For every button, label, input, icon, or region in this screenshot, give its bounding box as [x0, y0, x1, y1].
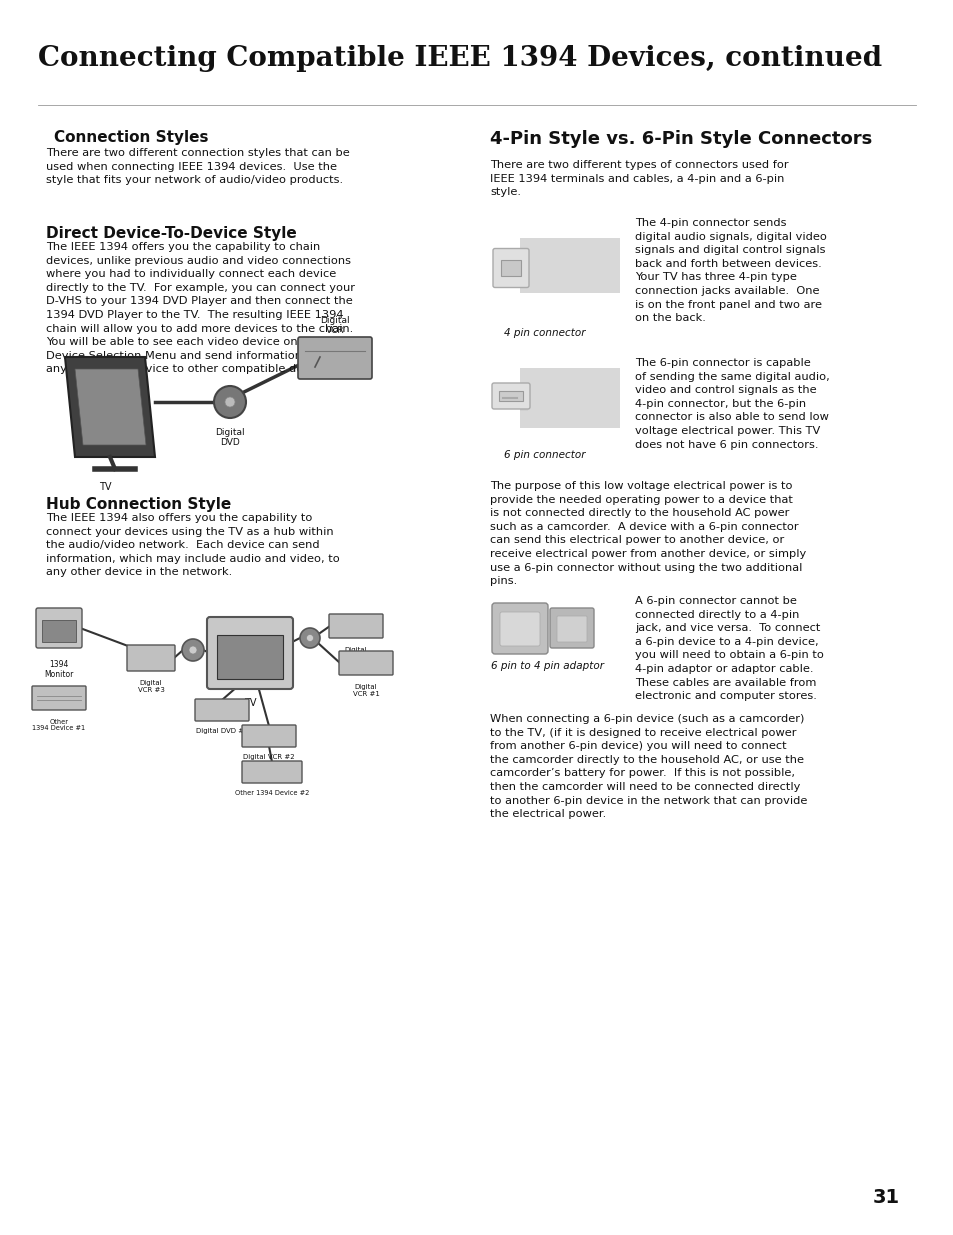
- Text: A 6-pin connector cannot be
connected directly to a 4-pin
jack, and vice versa. : A 6-pin connector cannot be connected di…: [635, 597, 823, 701]
- FancyBboxPatch shape: [242, 761, 302, 783]
- Text: There are two different connection styles that can be
used when connecting IEEE : There are two different connection style…: [46, 148, 350, 185]
- FancyBboxPatch shape: [557, 616, 586, 642]
- Text: Other
1394 Device #1: Other 1394 Device #1: [32, 719, 86, 731]
- Text: Hub Connection Style: Hub Connection Style: [46, 496, 231, 513]
- Text: Other 1394 Device #2: Other 1394 Device #2: [234, 790, 309, 797]
- Polygon shape: [519, 393, 527, 411]
- Text: Digital
DVD #1: Digital DVD #1: [342, 647, 370, 659]
- Circle shape: [225, 396, 234, 408]
- Polygon shape: [519, 368, 619, 429]
- Circle shape: [213, 387, 246, 417]
- FancyBboxPatch shape: [127, 645, 174, 671]
- Text: Digital
DVD: Digital DVD: [215, 429, 245, 447]
- FancyBboxPatch shape: [207, 618, 293, 689]
- FancyBboxPatch shape: [194, 699, 249, 721]
- Text: The purpose of this low voltage electrical power is to
provide the needed operat: The purpose of this low voltage electric…: [490, 480, 805, 587]
- Circle shape: [182, 638, 204, 661]
- Polygon shape: [65, 357, 154, 457]
- Text: 1394
Monitor: 1394 Monitor: [44, 659, 73, 679]
- Text: Digital DVD #2: Digital DVD #2: [195, 727, 248, 734]
- Polygon shape: [519, 238, 619, 293]
- FancyBboxPatch shape: [499, 613, 539, 646]
- FancyBboxPatch shape: [492, 603, 547, 655]
- Text: Digital
VCR: Digital VCR: [320, 316, 350, 335]
- Circle shape: [299, 629, 319, 648]
- Text: 6 pin connector: 6 pin connector: [504, 450, 585, 459]
- Text: The IEEE 1394 offers you the capability to chain
devices, unlike previous audio : The IEEE 1394 offers you the capability …: [46, 242, 355, 374]
- Text: Direct Device-To-Device Style: Direct Device-To-Device Style: [46, 226, 296, 241]
- Text: The 6-pin connector is capable
of sending the same digital audio,
video and cont: The 6-pin connector is capable of sendin…: [635, 358, 829, 450]
- Text: Digital
VCR #3: Digital VCR #3: [137, 680, 164, 693]
- Polygon shape: [75, 369, 146, 445]
- FancyBboxPatch shape: [36, 608, 82, 648]
- Text: 31: 31: [872, 1188, 899, 1207]
- FancyBboxPatch shape: [500, 261, 520, 275]
- Text: Connecting Compatible IEEE 1394 Devices, continued: Connecting Compatible IEEE 1394 Devices,…: [38, 44, 882, 72]
- Text: Digital
VCR #1: Digital VCR #1: [353, 684, 379, 697]
- Circle shape: [189, 646, 196, 655]
- FancyBboxPatch shape: [242, 725, 295, 747]
- FancyBboxPatch shape: [550, 608, 594, 648]
- FancyBboxPatch shape: [329, 614, 382, 638]
- Text: Connection Styles: Connection Styles: [54, 130, 209, 144]
- Text: TV: TV: [99, 482, 112, 492]
- Text: 6 pin to 4 pin adaptor: 6 pin to 4 pin adaptor: [491, 661, 603, 671]
- Circle shape: [306, 635, 314, 641]
- Text: Digital VCR #2: Digital VCR #2: [243, 755, 294, 760]
- Text: There are two different types of connectors used for
IEEE 1394 terminals and cab: There are two different types of connect…: [490, 161, 788, 198]
- Polygon shape: [519, 266, 526, 287]
- FancyBboxPatch shape: [216, 635, 283, 679]
- Text: 4-Pin Style vs. 6-Pin Style Connectors: 4-Pin Style vs. 6-Pin Style Connectors: [490, 130, 871, 148]
- FancyBboxPatch shape: [32, 685, 86, 710]
- FancyBboxPatch shape: [493, 248, 529, 288]
- Text: The 4-pin connector sends
digital audio signals, digital video
signals and digit: The 4-pin connector sends digital audio …: [635, 219, 826, 324]
- Text: 4 pin connector: 4 pin connector: [504, 329, 585, 338]
- FancyBboxPatch shape: [42, 620, 76, 642]
- FancyBboxPatch shape: [492, 383, 530, 409]
- FancyBboxPatch shape: [498, 391, 522, 401]
- FancyBboxPatch shape: [338, 651, 393, 676]
- Text: TV: TV: [244, 698, 256, 708]
- Text: The IEEE 1394 also offers you the capability to
connect your devices using the T: The IEEE 1394 also offers you the capabi…: [46, 513, 339, 578]
- Text: When connecting a 6-pin device (such as a camcorder)
to the TV, (if it is design: When connecting a 6-pin device (such as …: [490, 714, 806, 819]
- FancyBboxPatch shape: [297, 337, 372, 379]
